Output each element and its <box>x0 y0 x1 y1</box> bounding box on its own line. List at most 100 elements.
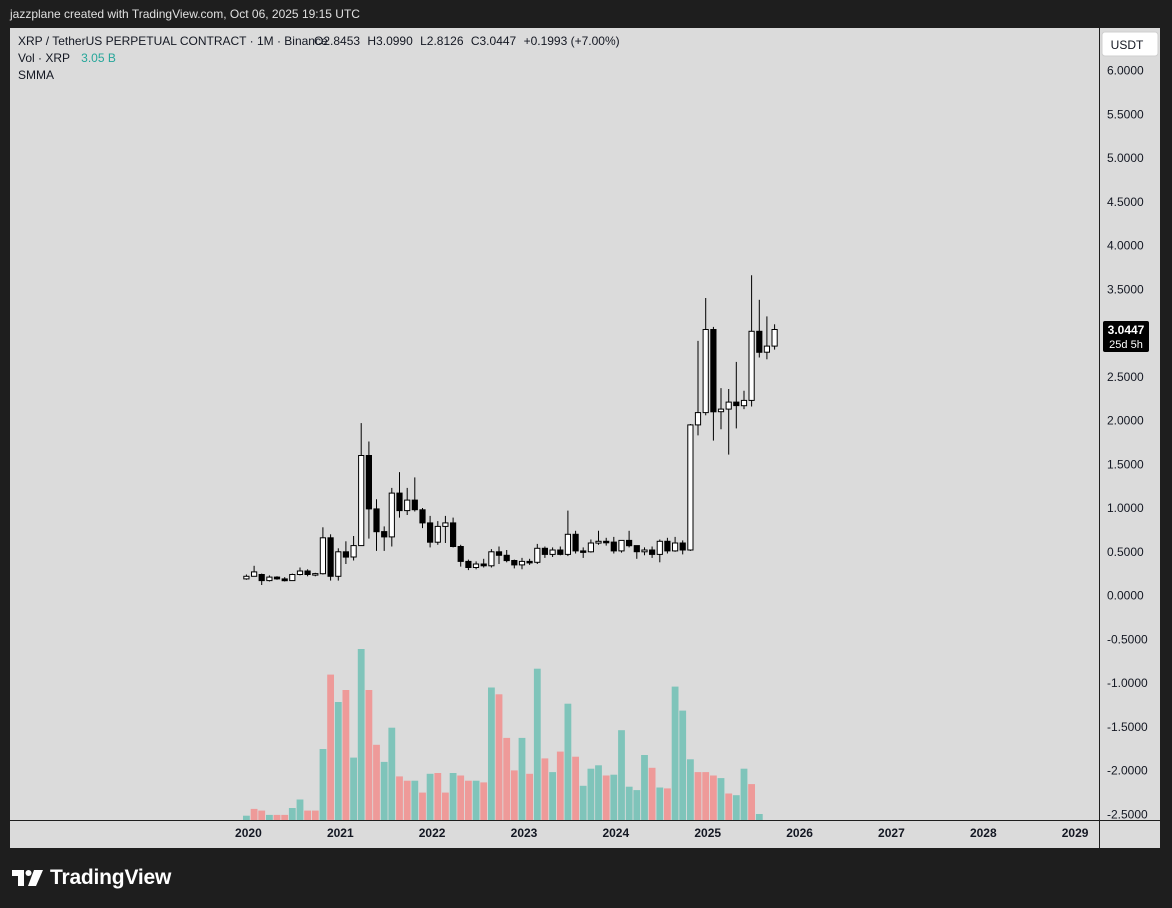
candle <box>610 536 617 554</box>
volume-bar <box>533 668 541 820</box>
candlestick-chart[interactable]: 6.00005.50005.00004.50004.00003.50003.00… <box>10 28 1160 848</box>
candle-body <box>587 542 594 553</box>
time-tick-label: 2021 <box>327 826 354 840</box>
candle <box>404 487 411 515</box>
volume-bar <box>457 775 465 820</box>
candle <box>710 326 717 441</box>
volume-bar <box>694 772 702 820</box>
candle <box>740 390 748 410</box>
candle <box>587 539 594 553</box>
volume-bar <box>380 761 388 820</box>
candle-body <box>717 408 725 413</box>
candle <box>687 424 694 551</box>
candle <box>626 530 633 548</box>
legend-open: O2.8453 <box>314 34 360 48</box>
candle-body <box>365 455 372 510</box>
volume-bar <box>541 758 549 820</box>
candle <box>756 299 763 358</box>
candle <box>266 575 273 582</box>
candle <box>503 550 510 563</box>
time-tick-label: 2022 <box>419 826 446 840</box>
candle <box>365 441 372 539</box>
legend-high: H3.0990 <box>367 34 413 48</box>
candle <box>763 316 770 360</box>
volume-bar <box>648 767 656 820</box>
candle <box>511 559 518 569</box>
candle-body <box>694 412 702 426</box>
footer-brand[interactable]: TradingView <box>12 865 171 891</box>
candle-body <box>381 531 388 538</box>
legend-volume[interactable]: Vol · XRP 3.05 B <box>18 51 116 65</box>
volume-bar <box>296 799 304 820</box>
volume-bars <box>243 649 763 820</box>
volume-bar <box>250 808 258 820</box>
candle <box>327 534 334 581</box>
candle <box>694 340 702 436</box>
candle-body <box>763 345 770 353</box>
volume-bar <box>618 730 625 820</box>
time-tick-label: 2027 <box>878 826 905 840</box>
candle-body <box>404 499 411 512</box>
volume-bar <box>564 703 572 820</box>
candle-body <box>411 499 418 511</box>
candle-body <box>725 401 732 410</box>
volume-bar <box>403 780 411 820</box>
legend-indicator-smma[interactable]: SMMA <box>18 68 54 82</box>
last-price-value: 3.0447 <box>1108 323 1145 337</box>
candle-body <box>564 533 571 555</box>
price-tick-label: 5.0000 <box>1107 151 1144 165</box>
volume-bar <box>625 786 633 820</box>
candle <box>450 517 457 548</box>
legend-ohlc: O2.8453 H3.0990 L2.8126 C3.0447 +0.1993 … <box>314 34 620 48</box>
volume-bar <box>365 690 373 820</box>
last-price-badge: 3.0447 25d 5h <box>1103 321 1149 352</box>
price-tick-label: 2.0000 <box>1107 414 1144 428</box>
volume-bar <box>465 780 472 820</box>
price-tick-label: 1.0000 <box>1107 501 1144 515</box>
volume-bar <box>732 795 740 820</box>
bar-countdown: 25d 5h <box>1109 339 1143 351</box>
candle-body <box>518 560 526 566</box>
candle <box>534 543 541 564</box>
candle-body <box>557 549 564 555</box>
candle-body <box>748 330 755 401</box>
tradingview-logo-icon <box>12 870 43 886</box>
candle-body <box>656 540 663 555</box>
candle <box>304 569 311 577</box>
candle <box>748 275 755 407</box>
volume-bar <box>319 749 327 820</box>
candle-body <box>450 522 457 547</box>
candle-body <box>427 522 434 543</box>
time-tick-label: 2028 <box>970 826 997 840</box>
price-tick-label: -2.0000 <box>1107 764 1148 778</box>
candle-body <box>679 542 686 551</box>
candle <box>656 539 663 563</box>
candle-body <box>319 537 326 575</box>
candle <box>702 298 709 416</box>
currency-button[interactable] <box>1101 31 1159 57</box>
price-tick-label: 0.0000 <box>1107 589 1144 603</box>
candle-body <box>664 540 671 552</box>
volume-bar <box>656 787 664 820</box>
candle-body <box>480 563 487 567</box>
time-axis: 2020 2021 2022 2023 2024 2025 2026 2027 2028 2029 <box>235 826 1089 840</box>
volume-bar <box>472 780 480 820</box>
candle-body <box>710 329 717 413</box>
chart-area[interactable]: 6.00005.50005.00004.50004.00003.50003.00… <box>10 28 1160 848</box>
candle <box>358 423 365 547</box>
volume-bar <box>304 810 311 820</box>
candle-body <box>457 546 464 562</box>
volume-bar <box>311 810 319 820</box>
volume-bar <box>266 814 273 820</box>
volume-bar <box>373 744 380 820</box>
candle-body <box>541 547 548 555</box>
candle <box>480 558 487 568</box>
candle <box>251 565 258 577</box>
volume-bar <box>549 772 556 820</box>
candle-body <box>626 539 633 547</box>
candle <box>603 537 610 546</box>
price-tick-label: 2.5000 <box>1107 370 1144 384</box>
candle <box>411 477 418 512</box>
volume-bar <box>350 757 357 820</box>
volume-bar <box>258 810 266 820</box>
